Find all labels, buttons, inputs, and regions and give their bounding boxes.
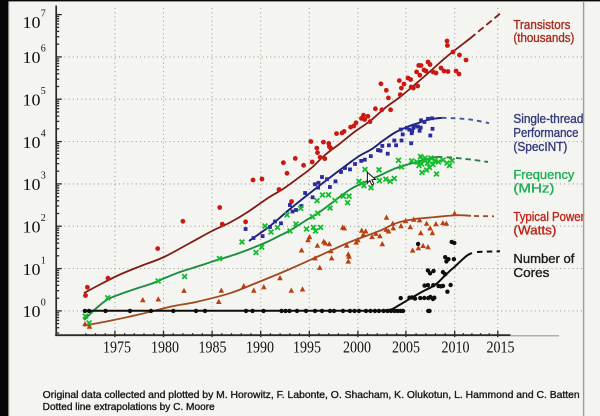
svg-text:1980: 1980 [151,337,179,356]
svg-text:1975: 1975 [103,337,131,356]
svg-text:10: 10 [23,91,41,110]
svg-text:Original data collected and pl: Original data collected and plotted by M… [43,390,580,401]
svg-text:Frequency: Frequency [513,168,575,182]
svg-text:Transistors: Transistors [513,18,570,32]
svg-text:6: 6 [41,44,46,55]
svg-text:10: 10 [23,175,41,194]
svg-text:5: 5 [41,86,46,97]
svg-text:1: 1 [41,255,46,266]
svg-text:2: 2 [41,213,46,224]
svg-text:2000: 2000 [343,337,371,356]
svg-text:10: 10 [23,302,41,321]
svg-text:(SpecINT): (SpecINT) [513,140,567,154]
svg-text:Number of: Number of [513,252,575,266]
svg-text:3: 3 [41,171,46,182]
svg-text:10: 10 [23,133,41,152]
svg-text:1995: 1995 [293,337,321,356]
svg-text:2010: 2010 [442,337,470,356]
svg-text:2015: 2015 [487,337,515,356]
svg-text:Dotted line extrapolations by: Dotted line extrapolations by C. Moore [43,402,215,413]
svg-text:(thousands): (thousands) [513,31,574,45]
svg-text:10: 10 [23,48,41,67]
svg-text:10: 10 [23,260,41,279]
svg-text:1985: 1985 [199,337,227,356]
svg-text:10: 10 [23,13,41,32]
svg-text:(MHz): (MHz) [513,181,554,195]
svg-text:(Watts): (Watts) [513,223,556,237]
svg-text:1990: 1990 [246,337,274,356]
svg-text:0: 0 [41,298,46,309]
svg-text:2005: 2005 [392,337,420,356]
svg-text:Performance: Performance [513,126,578,140]
svg-text:Cores: Cores [513,266,549,280]
svg-text:Single-thread: Single-thread [513,112,583,126]
svg-text:Typical Power: Typical Power [513,210,584,224]
svg-text:7: 7 [41,9,46,20]
svg-text:10: 10 [23,218,41,237]
svg-text:4: 4 [41,128,46,139]
